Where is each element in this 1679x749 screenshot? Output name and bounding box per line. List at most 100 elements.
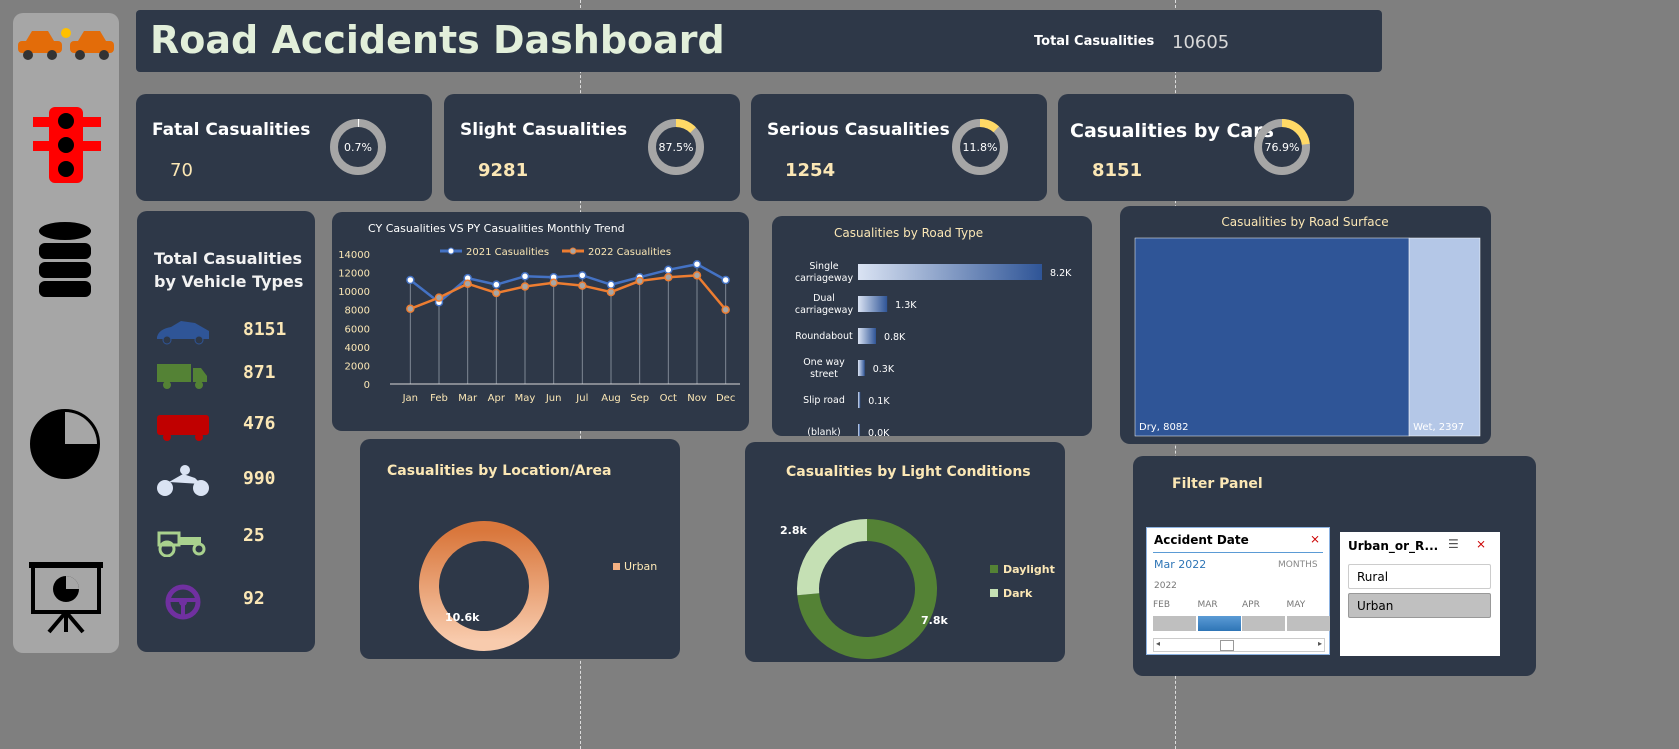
filter-panel-title: Filter Panel xyxy=(1172,476,1263,492)
month-bar[interactable] xyxy=(1197,616,1241,631)
traffic-light-icon[interactable] xyxy=(31,105,101,185)
option-rural[interactable]: Rural xyxy=(1348,564,1491,589)
multi-select-icon[interactable]: ☰ xyxy=(1448,537,1459,551)
data-point xyxy=(664,272,673,282)
month-bar[interactable] xyxy=(1242,616,1285,631)
timeline-scrollbar[interactable]: ◂ ▸ xyxy=(1153,638,1325,652)
vehicle-value: 8151 xyxy=(243,319,287,340)
chart-title: Casualities by Light Conditions xyxy=(786,464,1031,480)
slicer-header: Urban_or_R... xyxy=(1348,539,1439,553)
tile-label: Wet, 2397 xyxy=(1413,422,1464,433)
bar-label: 0.1K xyxy=(868,396,890,407)
legend-swatch xyxy=(613,563,620,570)
slicer-header: Accident Date xyxy=(1154,533,1249,547)
light-conditions-chart: Casualities by Light Conditions 7.8k 2.8k D… xyxy=(780,464,1055,659)
data-point xyxy=(406,275,415,285)
clear-filter-icon[interactable]: ⨯ xyxy=(1476,537,1487,551)
monthly-trend-chart: CY Casualities VS PY Casualities Monthly… xyxy=(338,222,740,404)
car-icon xyxy=(157,321,209,345)
road-type-card: Casualities by Road Type Single carriagewa… xyxy=(772,216,1092,440)
page-title: Road Accidents Dashboard xyxy=(150,18,725,62)
location-chart: Casualities by Location/Area 10.6k Urban xyxy=(387,463,657,651)
vehicle-row: 871 xyxy=(155,354,315,394)
data-point xyxy=(721,305,730,314)
category-label: street xyxy=(810,369,838,380)
legend-label: Urban xyxy=(624,560,657,573)
bar-label: 0.3K xyxy=(873,364,895,375)
vehicle-value: 990 xyxy=(243,468,276,489)
x-tick-label: May xyxy=(515,393,536,404)
data-point xyxy=(606,287,616,297)
database-icon[interactable] xyxy=(37,221,93,299)
x-tick-label: Oct xyxy=(660,393,677,404)
kpi-title: Fatal Casualities xyxy=(152,120,311,140)
bar xyxy=(858,328,876,344)
kpi-value: 70 xyxy=(170,160,193,181)
data-point xyxy=(520,272,530,281)
x-tick-label: Jun xyxy=(545,393,562,404)
series-line xyxy=(409,262,727,304)
y-tick-label: 12000 xyxy=(338,269,370,280)
x-tick-label: Nov xyxy=(687,393,707,404)
slice-label: 2.8k xyxy=(780,524,807,537)
data-point xyxy=(549,278,558,288)
legend-label: Dark xyxy=(1003,587,1033,600)
bar xyxy=(858,424,860,440)
chart-title: Casualities by Location/Area xyxy=(387,463,611,479)
data-point xyxy=(606,280,616,289)
vehicle-title-2: by Vehicle Types xyxy=(154,272,304,291)
presentation-icon[interactable] xyxy=(29,558,103,634)
y-tick-label: 8000 xyxy=(345,306,370,317)
slice-label: 10.6k xyxy=(445,611,480,624)
kpi-donut: 87.5% xyxy=(648,119,704,175)
bar-label: 0.0K xyxy=(868,428,890,436)
bar xyxy=(858,392,861,408)
kpi-percent: 76.9% xyxy=(1265,141,1300,154)
monthly-trend-card: CY Casualities VS PY Casualities Monthly… xyxy=(332,212,749,431)
car-crash-icon[interactable] xyxy=(16,25,116,65)
data-point xyxy=(434,293,444,302)
vehicle-row: 990 xyxy=(155,460,315,500)
data-point xyxy=(578,271,587,280)
bar xyxy=(858,264,1042,280)
data-point xyxy=(463,279,472,288)
series-line xyxy=(409,274,727,311)
kpi-value: 9281 xyxy=(478,160,529,181)
time-level-dropdown[interactable]: MONTHS xyxy=(1278,560,1318,570)
vehicle-value: 476 xyxy=(243,413,276,434)
chart-title: Casualities by Road Type xyxy=(834,226,983,240)
vehicle-types-card: Total Casualities by Vehicle Types 8151 8… xyxy=(137,211,315,652)
legend-swatch xyxy=(990,589,998,597)
month-bar[interactable] xyxy=(1286,616,1330,631)
category-label: One way xyxy=(803,357,845,368)
legend-swatch xyxy=(990,565,998,573)
month-label: MAR xyxy=(1197,600,1218,610)
kpi-percent: 0.7% xyxy=(344,141,372,154)
x-tick-label: Jul xyxy=(575,393,588,404)
category-label: Dual xyxy=(813,293,835,304)
clear-filter-icon[interactable]: ⨯ xyxy=(1310,532,1321,546)
category-label: Single xyxy=(809,261,838,272)
location-card: Casualities by Location/Area 10.6k Urban xyxy=(360,439,680,659)
legend-label: 2021 Casualities xyxy=(466,247,549,258)
kpi-percent: 11.8% xyxy=(963,141,998,154)
option-urban[interactable]: Urban xyxy=(1348,593,1491,618)
kpi-value: 1254 xyxy=(785,160,836,181)
vehicle-value: 871 xyxy=(243,362,276,383)
steering-wheel-icon xyxy=(165,584,201,620)
light-conditions-card: Casualities by Light Conditions 7.8k 2.8k D… xyxy=(745,442,1065,662)
category-label: (blank) xyxy=(807,427,840,436)
vehicle-row: 92 xyxy=(155,580,315,620)
legend-label: 2022 Casualities xyxy=(588,247,671,258)
accident-date-slicer: Accident Date ⨯ Mar 2022 MONTHS 2022 FEB… xyxy=(1146,527,1330,655)
month-bar[interactable] xyxy=(1153,616,1196,631)
category-label: Roundabout xyxy=(795,331,853,342)
kpi-percent: 87.5% xyxy=(659,141,694,154)
category-label: carriageway xyxy=(795,305,854,316)
road-type-chart: Casualities by Road TypeSinglecarriagewa… xyxy=(795,226,1072,440)
kpi-card: Fatal Casualities 70 0.7% xyxy=(136,94,432,201)
pie-chart-icon[interactable] xyxy=(27,406,103,482)
kpi-value: 8151 xyxy=(1092,160,1143,181)
category-label: carriageway xyxy=(795,273,854,284)
tile-label: Dry, 8082 xyxy=(1139,422,1189,433)
